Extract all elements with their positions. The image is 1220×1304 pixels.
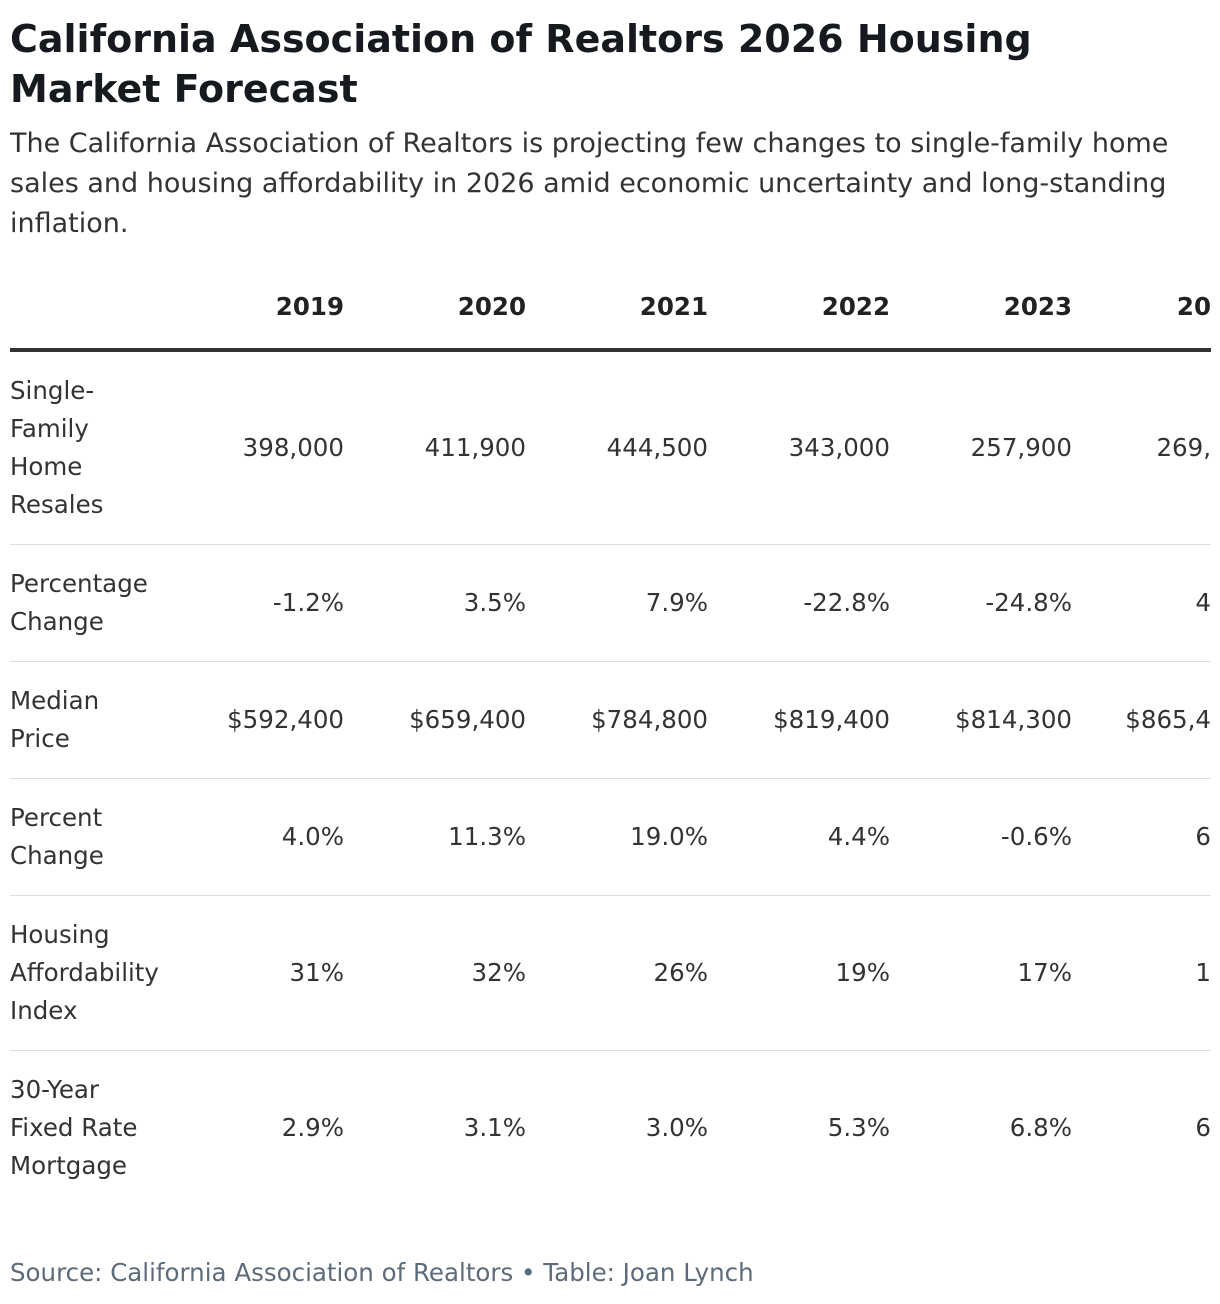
cell: 6 bbox=[1195, 1113, 1211, 1142]
cell: -24.8% bbox=[890, 544, 1072, 662]
cell: 6.8% bbox=[1009, 1113, 1072, 1142]
row-label: Percent Change bbox=[10, 778, 162, 896]
row-label: Percentage Change bbox=[10, 544, 162, 662]
subtitle: The California Association of Realtors i… bbox=[10, 128, 1169, 239]
cell: 31% bbox=[162, 895, 344, 1051]
cell: 3.5% bbox=[344, 544, 526, 662]
cell: 3.1% bbox=[463, 1113, 526, 1142]
cell: 4 bbox=[1072, 544, 1211, 662]
cell: 26% bbox=[526, 895, 708, 1051]
table-row: Percentage Change -1.2% 3.5% 7.9% -22.8% -24.… bbox=[10, 544, 1211, 662]
table-row: Single-Family Home Resales 398,000 411,900… bbox=[10, 350, 1211, 545]
table-row: Housing Affordability Index 31% 32% 26% 19% 1… bbox=[10, 895, 1211, 1051]
table-row: Median Price $592,400 $659,400 $784,800 $819… bbox=[10, 661, 1211, 779]
row-label: Housing Affordability Index bbox=[10, 895, 162, 1051]
cell: 269, bbox=[1072, 350, 1211, 545]
table-body: Single-Family Home Resales 398,000 411,900… bbox=[10, 350, 1211, 1205]
row-label: Median Price bbox=[10, 661, 162, 779]
row-label: Single-Family Home Resales bbox=[10, 350, 162, 545]
cell: 343,000 bbox=[708, 350, 890, 545]
cell: 5.3% bbox=[827, 1113, 890, 1142]
container: California Association of Realtors 2026 … bbox=[10, 0, 1211, 1304]
cell: -22.8% bbox=[708, 544, 890, 662]
cell: 398,000 bbox=[162, 350, 344, 545]
row-label: 30-Year Fixed Rate Mortgage bbox=[10, 1075, 138, 1180]
cell: -0.6% bbox=[890, 778, 1072, 896]
column-header: 2022 bbox=[708, 288, 890, 352]
cell: $814,300 bbox=[890, 661, 1072, 779]
title: California Association of Realtors 2026 … bbox=[10, 17, 1032, 111]
cell: $659,400 bbox=[344, 661, 526, 779]
cell: 17% bbox=[890, 895, 1072, 1051]
cell: 2.9% bbox=[281, 1113, 344, 1142]
cell: $819,400 bbox=[708, 661, 890, 779]
cell: 3.0% bbox=[645, 1113, 708, 1142]
cell: 411,900 bbox=[344, 350, 526, 545]
header-cell bbox=[10, 288, 162, 352]
cell: 19% bbox=[708, 895, 890, 1051]
column-header: 2023 bbox=[890, 288, 1072, 352]
column-header: 2019 bbox=[162, 288, 344, 352]
cell: $865,4 bbox=[1072, 661, 1211, 779]
cell: 1 bbox=[1072, 895, 1211, 1051]
source: Source: California Association of Realto… bbox=[10, 1258, 754, 1287]
cell: $784,800 bbox=[526, 661, 708, 779]
cell: 32% bbox=[344, 895, 526, 1051]
column-header: 2020 bbox=[344, 288, 526, 352]
table-row: Percent Change 4.0% 11.3% 19.0% 4.4% -0.6% 6 bbox=[10, 778, 1211, 896]
table-row: 30-Year Fixed Rate Mortgage 2.9% 3.1% 3.0% 5… bbox=[10, 1051, 1211, 1206]
table: 2019 2020 2021 2022 2023 20 Single-Family Hom… bbox=[10, 288, 1211, 1205]
column-header: 2021 bbox=[526, 288, 708, 352]
cell: -1.2% bbox=[162, 544, 344, 662]
cell: 11.3% bbox=[344, 778, 526, 896]
column-header: 20 bbox=[1072, 288, 1211, 352]
cell: 19.0% bbox=[526, 778, 708, 896]
cell: 4.0% bbox=[162, 778, 344, 896]
cell: 444,500 bbox=[526, 350, 708, 545]
cell: 7.9% bbox=[526, 544, 708, 662]
cell: $592,400 bbox=[162, 661, 344, 779]
cell: 6 bbox=[1072, 778, 1211, 896]
cell: 257,900 bbox=[890, 350, 1072, 545]
cell: 4.4% bbox=[708, 778, 890, 896]
header-row: 2019 2020 2021 2022 2023 20 bbox=[10, 288, 1211, 352]
